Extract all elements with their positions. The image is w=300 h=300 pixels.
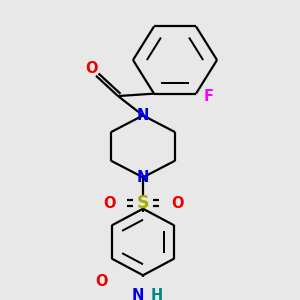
Text: O: O [95, 274, 107, 289]
Text: N: N [137, 108, 149, 123]
Text: N: N [132, 288, 144, 300]
Text: F: F [204, 89, 214, 104]
Text: N: N [137, 170, 149, 185]
Text: O: O [171, 196, 183, 211]
Text: O: O [103, 196, 115, 211]
Text: S: S [137, 194, 149, 212]
Text: O: O [85, 61, 97, 76]
Text: H: H [151, 288, 163, 300]
